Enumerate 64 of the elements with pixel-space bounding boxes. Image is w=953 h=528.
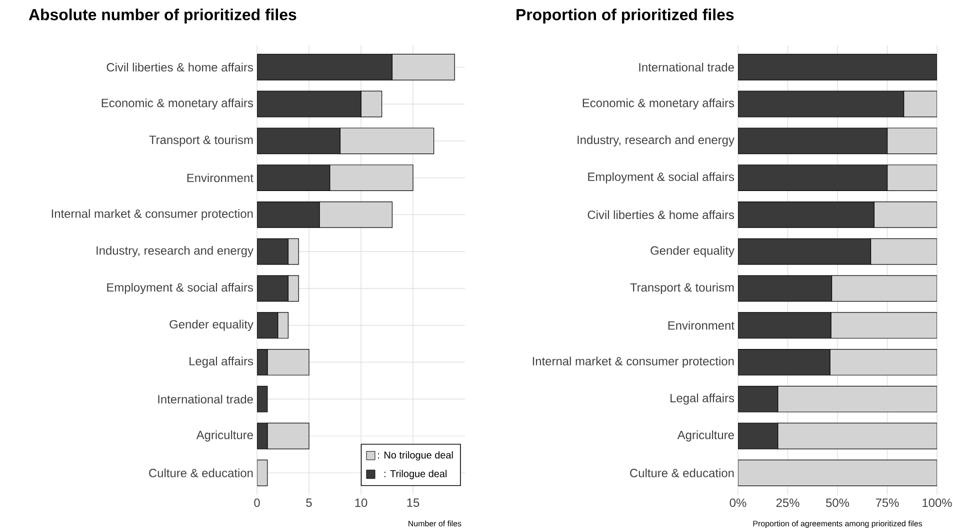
bar — [257, 238, 288, 265]
legend-label: : Trilogue deal — [384, 470, 447, 480]
x-tick-label: 100% — [922, 498, 952, 507]
bar — [257, 275, 288, 302]
y-tick-label: Environment — [187, 173, 254, 182]
bar — [738, 386, 778, 412]
y-tick-label: Legal affairs — [190, 356, 254, 368]
bar — [257, 128, 340, 154]
x-tick-label: 0% — [730, 498, 746, 507]
bar — [288, 238, 299, 265]
bar — [738, 164, 888, 191]
y-tick-label: Internal market & consumer protection — [52, 209, 253, 220]
x-tick-label: 5 — [306, 498, 312, 507]
y-tick-label: Employment & social affairs — [588, 172, 734, 184]
y-tick-label: Transport & tourism — [630, 282, 734, 294]
y-tick-label: Transport & tourism — [149, 135, 253, 146]
bar — [257, 349, 268, 376]
y-tick-label: Culture & education — [149, 468, 253, 478]
bar — [257, 54, 393, 80]
y-tick-label: Legal affairs — [670, 394, 734, 405]
y-tick-label: Industry, research and energy — [96, 246, 254, 258]
y-tick-label: Agriculture — [196, 430, 253, 442]
bar — [738, 201, 874, 228]
bar — [278, 312, 288, 339]
bar — [360, 90, 382, 118]
bar — [738, 275, 832, 302]
y-tick-label: International trade — [158, 394, 253, 404]
y-tick-label: Economic & monetary affairs — [582, 98, 734, 110]
bar — [257, 164, 330, 191]
bar — [267, 349, 310, 376]
bar — [738, 54, 938, 80]
bar — [738, 128, 888, 154]
bar — [738, 90, 904, 118]
x-tick-label: 0 — [254, 498, 260, 507]
bar — [319, 201, 393, 228]
x-tick-label: 50% — [826, 498, 850, 507]
bar — [738, 349, 830, 376]
y-tick-label: International trade — [639, 62, 734, 72]
y-tick-label: Internal market & consumer protection — [532, 356, 734, 368]
y-tick-label: Employment & social affairs — [107, 282, 254, 294]
bar — [267, 422, 310, 450]
legend-label: : No trilogue deal — [378, 451, 453, 461]
y-tick-label: Environment — [668, 320, 734, 330]
y-tick-label: Economic & monetary affairs — [102, 98, 254, 110]
bar — [257, 312, 278, 339]
x-tick-label: 15 — [407, 498, 420, 507]
y-tick-label: Culture & education — [630, 468, 734, 478]
bar — [257, 90, 362, 118]
y-tick-label: Civil liberties & home affairs — [106, 62, 254, 72]
y-tick-label: Industry, research and energy — [578, 135, 734, 146]
x-tick-label: 75% — [876, 498, 899, 507]
x-tick-label: 10 — [355, 498, 368, 507]
y-tick-label: Agriculture — [677, 430, 734, 442]
y-tick-label: Gender equality — [170, 320, 254, 331]
y-tick-label: Gender equality — [650, 246, 734, 258]
y-tick-label: Civil liberties & home affairs — [588, 210, 734, 220]
bar — [738, 312, 832, 339]
chart-title: Absolute number of prioritized files — [28, 8, 296, 24]
chart-title: Proportion of prioritized files — [516, 8, 734, 24]
bar — [738, 422, 778, 450]
bar — [257, 201, 320, 228]
bar — [288, 275, 299, 302]
bar — [738, 238, 872, 265]
x-tick-label: 25% — [776, 498, 800, 507]
